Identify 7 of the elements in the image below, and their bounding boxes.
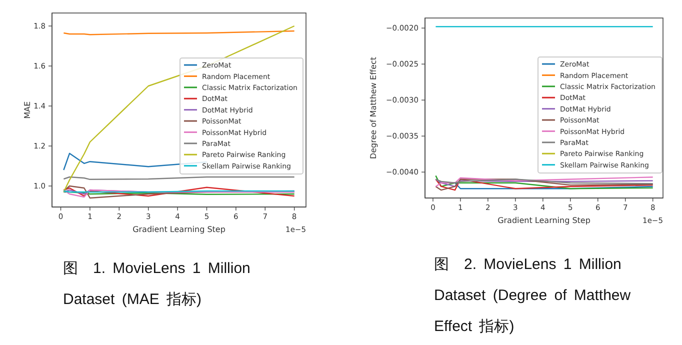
caption: 图 1. MovieLens 1 Million Dataset (MAE 指标) (63, 259, 252, 310)
caption: 图 2. MovieLens 1 Million Dataset (Degree of Matthew Effect 指标) (434, 255, 632, 337)
line-series (63, 189, 295, 198)
x-axis-title: Gradient Learning Step (132, 225, 226, 234)
x-axis-title: Gradient Learning Step (498, 216, 590, 225)
y-axis-title: MAE (23, 101, 32, 119)
y-axis-title: Degree of Matthew Effect (369, 56, 378, 160)
